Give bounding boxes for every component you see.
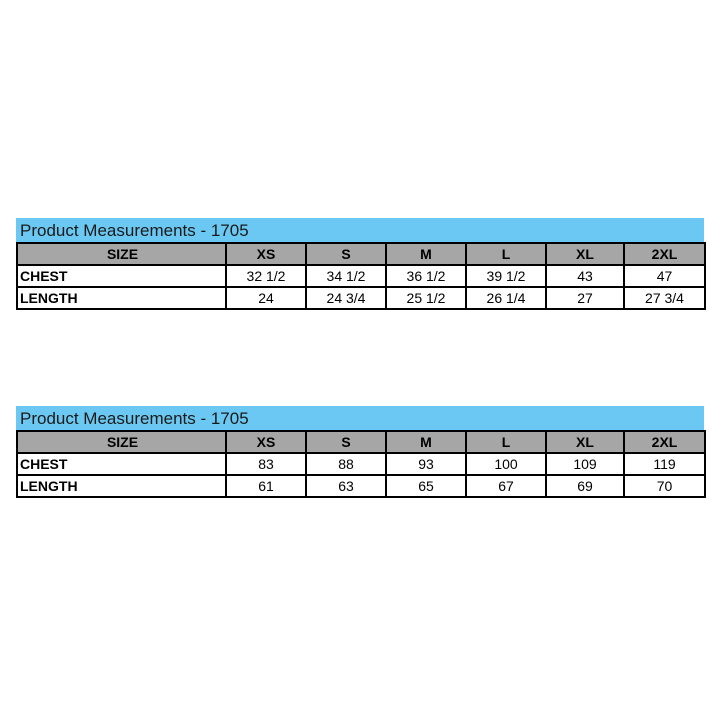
value-cell: 65	[385, 474, 467, 498]
value-cell: 25 1/2	[385, 286, 467, 310]
header-cell: 2XL	[623, 430, 706, 454]
row-label: CHEST	[16, 264, 227, 288]
table-row: LENGTH 61 63 65 67 69 70	[16, 474, 706, 498]
header-cell: L	[465, 430, 547, 454]
value-cell: 36 1/2	[385, 264, 467, 288]
header-cell: 2XL	[623, 242, 706, 266]
header-cell: XS	[225, 242, 307, 266]
header-cell: L	[465, 242, 547, 266]
header-cell: S	[305, 242, 387, 266]
size-table: SIZE XS S M L XL 2XL CHEST 32 1/2 34 1/2 36 1/2 39 …	[16, 242, 706, 310]
table-row: CHEST 83 88 93 100 109 119	[16, 452, 706, 476]
header-cell: S	[305, 430, 387, 454]
row-label: LENGTH	[16, 474, 227, 498]
value-cell: 70	[623, 474, 706, 498]
header-cell: XS	[225, 430, 307, 454]
header-row: SIZE XS S M L XL 2XL	[16, 242, 706, 266]
value-cell: 32 1/2	[225, 264, 307, 288]
table-row: LENGTH 24 24 3/4 25 1/2 26 1/4 27 27 3/4	[16, 286, 706, 310]
size-table: SIZE XS S M L XL 2XL CHEST 83 88 93 100 109 119 LENGTH…	[16, 430, 706, 498]
header-cell: M	[385, 242, 467, 266]
value-cell: 88	[305, 452, 387, 476]
header-cell: SIZE	[16, 242, 227, 266]
header-cell: M	[385, 430, 467, 454]
measurements-table-inches: Product Measurements - 1705 SIZE XS S M L XL 2X…	[16, 218, 706, 310]
header-cell: XL	[545, 430, 625, 454]
value-cell: 93	[385, 452, 467, 476]
value-cell: 61	[225, 474, 307, 498]
header-cell: SIZE	[16, 430, 227, 454]
value-cell: 24	[225, 286, 307, 310]
table-title: Product Measurements - 1705	[16, 218, 704, 242]
value-cell: 63	[305, 474, 387, 498]
table-row: CHEST 32 1/2 34 1/2 36 1/2 39 1/2 43 47	[16, 264, 706, 288]
value-cell: 39 1/2	[465, 264, 547, 288]
value-cell: 26 1/4	[465, 286, 547, 310]
value-cell: 119	[623, 452, 706, 476]
value-cell: 109	[545, 452, 625, 476]
value-cell: 27 3/4	[623, 286, 706, 310]
row-label: LENGTH	[16, 286, 227, 310]
header-cell: XL	[545, 242, 625, 266]
row-label: CHEST	[16, 452, 227, 476]
table-title: Product Measurements - 1705	[16, 406, 704, 430]
measurements-table-cm: Product Measurements - 1705 SIZE XS S M L XL 2X…	[16, 406, 706, 498]
value-cell: 100	[465, 452, 547, 476]
value-cell: 69	[545, 474, 625, 498]
value-cell: 34 1/2	[305, 264, 387, 288]
value-cell: 43	[545, 264, 625, 288]
value-cell: 67	[465, 474, 547, 498]
value-cell: 24 3/4	[305, 286, 387, 310]
value-cell: 47	[623, 264, 706, 288]
header-row: SIZE XS S M L XL 2XL	[16, 430, 706, 454]
value-cell: 27	[545, 286, 625, 310]
value-cell: 83	[225, 452, 307, 476]
